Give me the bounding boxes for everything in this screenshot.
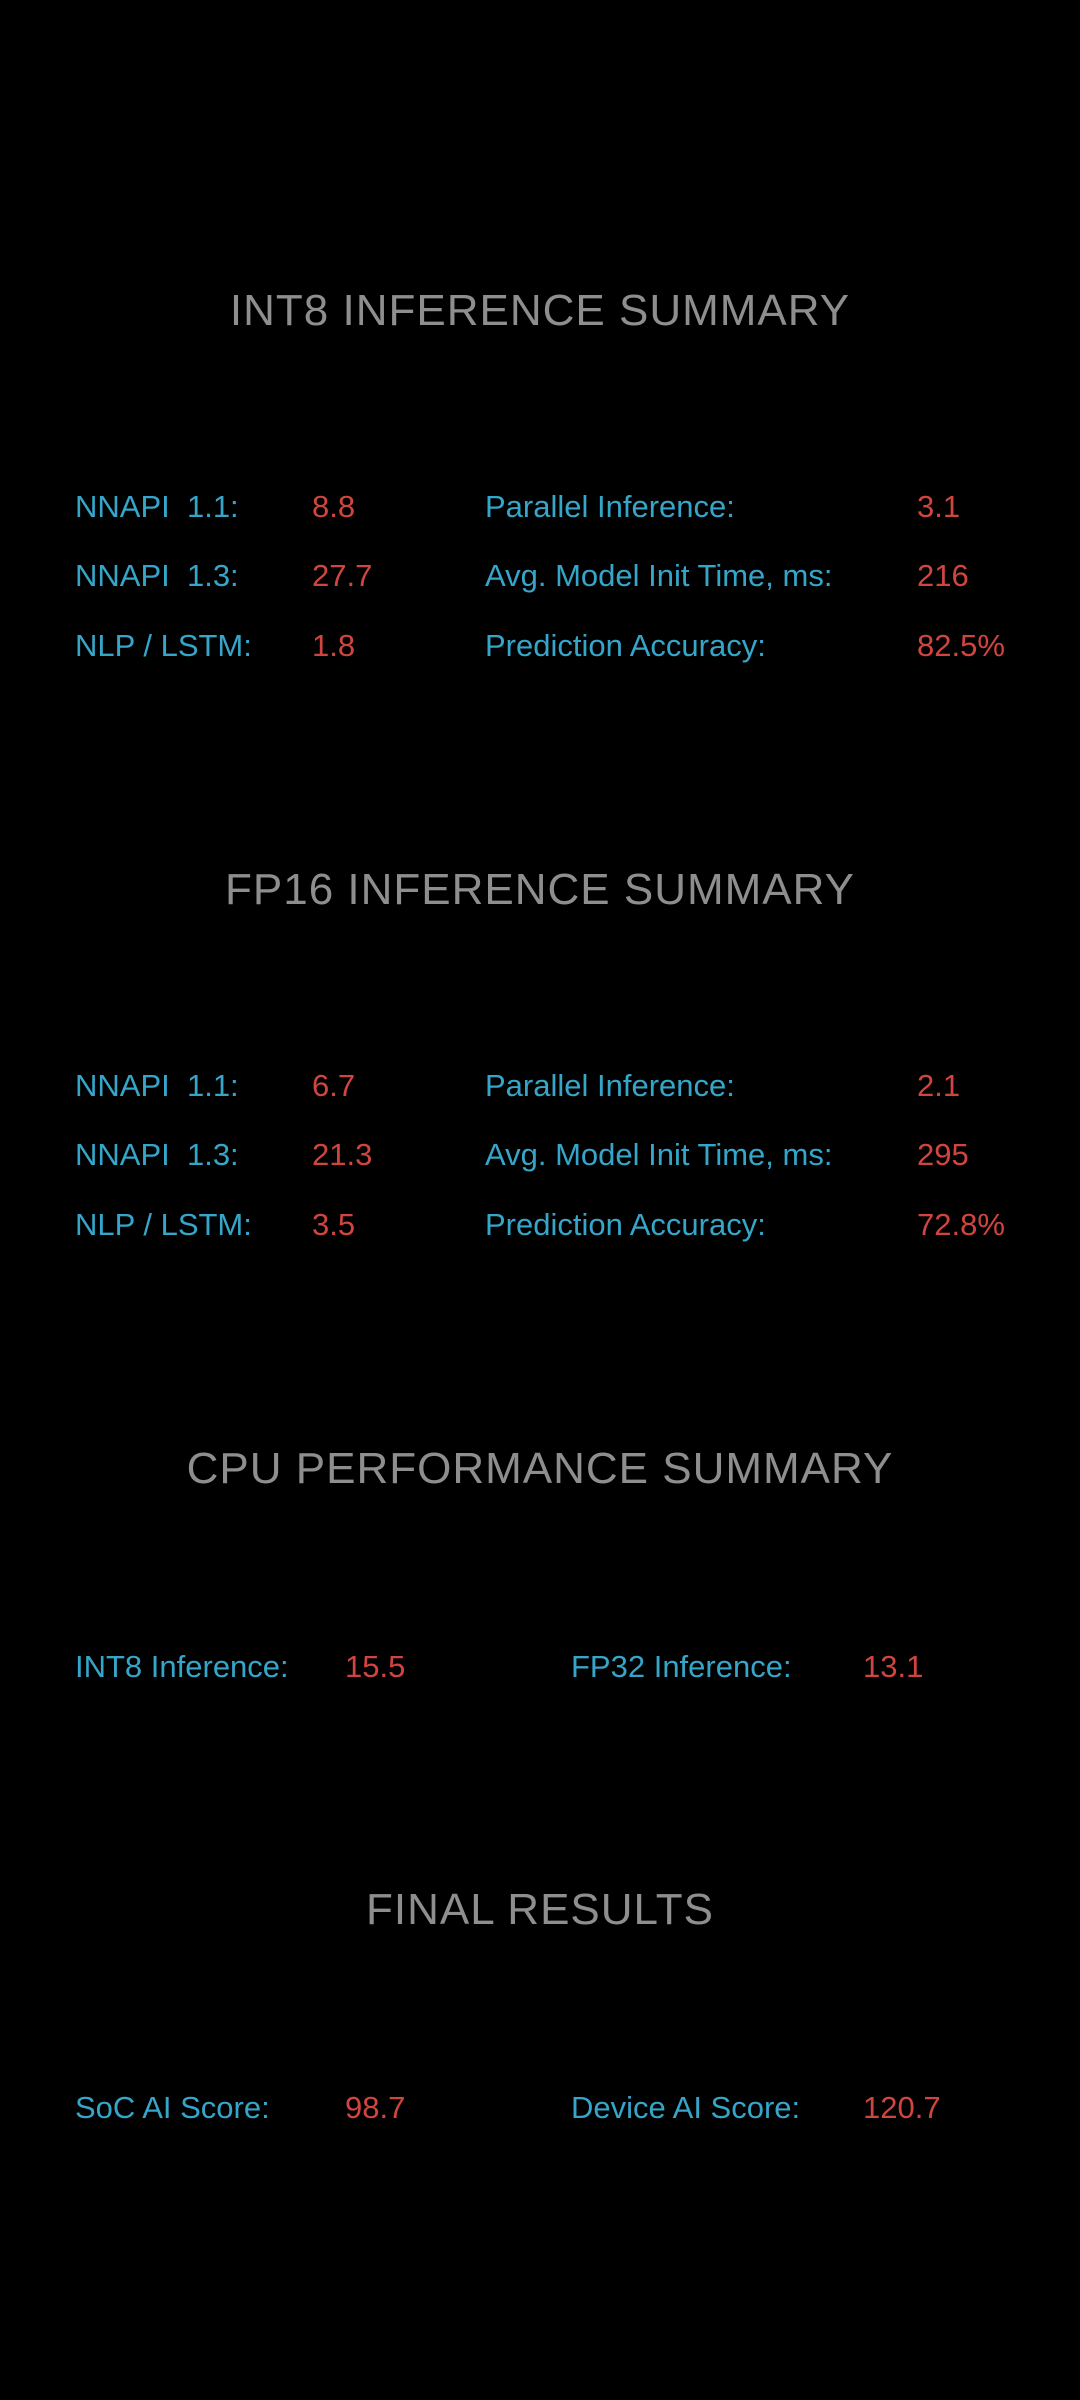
soc-ai-score-label: SoC AI Score: [75,2090,270,2125]
int8-parallel-value: 3.1 [917,489,961,524]
cpu-int8-label: INT8 Inference: [75,1649,289,1684]
int8-nnapi11-label: NNAPI 1.1: [75,489,239,524]
fp16-nnapi11-value: 6.7 [312,1068,356,1103]
cpu-int8-value: 15.5 [345,1649,406,1684]
int8-nnapi13-value: 27.7 [312,558,373,593]
fp16-nnapi11-label: NNAPI 1.1: [75,1068,239,1103]
cpu-fp32-value: 13.1 [863,1649,924,1684]
fp16-parallel-label: Parallel Inference: [485,1068,735,1103]
cpu-summary-title: CPU PERFORMANCE SUMMARY [186,1444,894,1493]
cpu-fp32-label: FP32 Inference: [571,1649,792,1684]
fp16-init-time-label: Avg. Model Init Time, ms: [485,1137,833,1172]
fp16-accuracy-value: 72.8% [917,1207,1005,1242]
final-results-title: FINAL RESULTS [366,1885,714,1934]
fp16-nnapi13-value: 21.3 [312,1137,373,1172]
fp16-summary-title: FP16 INFERENCE SUMMARY [225,865,855,914]
int8-nlp-value: 1.8 [312,628,356,663]
int8-init-time-label: Avg. Model Init Time, ms: [485,558,833,593]
int8-nnapi13-label: NNAPI 1.3: [75,558,239,593]
fp16-parallel-value: 2.1 [917,1068,961,1103]
soc-ai-score-value: 98.7 [345,2090,406,2125]
fp16-nlp-label: NLP / LSTM: [75,1207,252,1242]
device-ai-score-value: 120.7 [863,2090,941,2125]
int8-accuracy-label: Prediction Accuracy: [485,628,766,663]
fp16-init-time-value: 295 [917,1137,969,1172]
int8-parallel-label: Parallel Inference: [485,489,735,524]
fp16-nnapi13-label: NNAPI 1.3: [75,1137,239,1172]
fp16-nlp-value: 3.5 [312,1207,356,1242]
int8-nnapi11-value: 8.8 [312,489,356,524]
int8-accuracy-value: 82.5% [917,628,1005,663]
device-ai-score-label: Device AI Score: [571,2090,801,2125]
int8-init-time-value: 216 [917,558,969,593]
int8-summary-title: INT8 INFERENCE SUMMARY [229,286,851,335]
int8-nlp-label: NLP / LSTM: [75,628,252,663]
fp16-accuracy-label: Prediction Accuracy: [485,1207,766,1242]
